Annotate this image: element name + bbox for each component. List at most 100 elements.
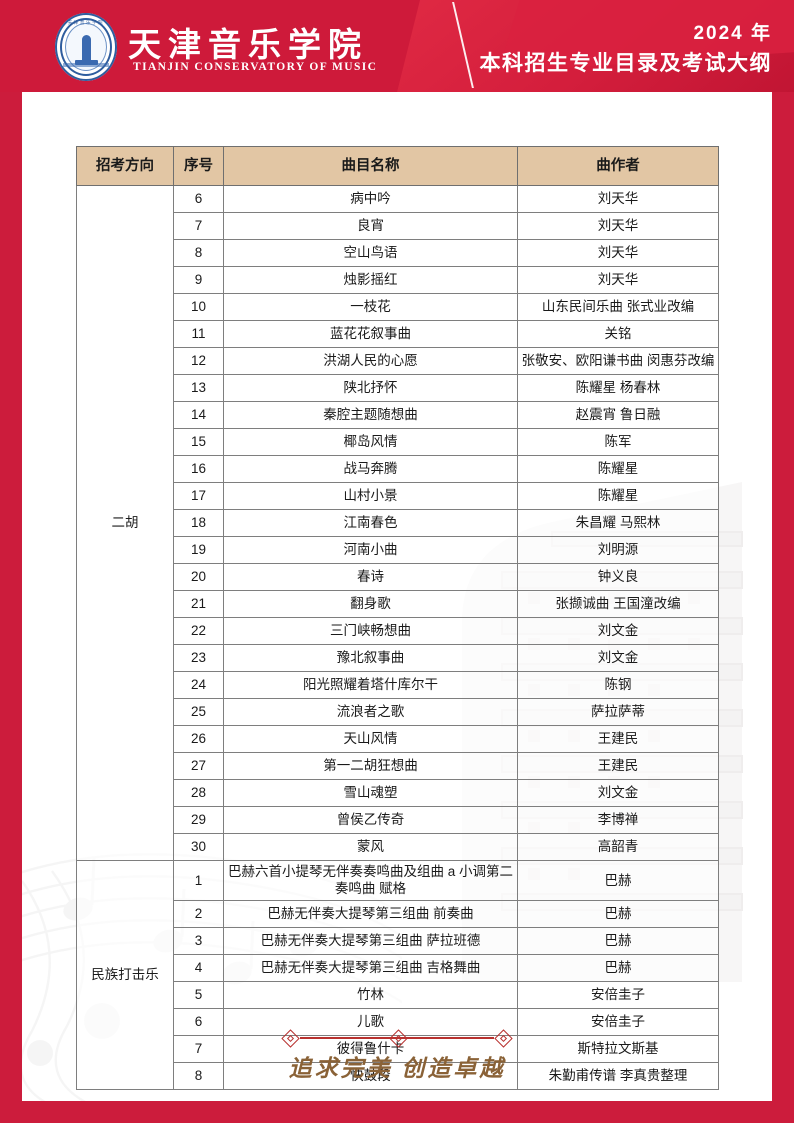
cell-number: 12 [173, 347, 224, 375]
cell-number: 11 [173, 320, 224, 348]
table-row: 12 洪湖人民的心愿 张敬安、欧阳谦书曲 闵惠芬改编 [77, 347, 719, 375]
table-row: 20 春诗 钟义良 [77, 563, 719, 591]
cell-number: 6 [173, 1007, 224, 1036]
table-row: 10 一枝花 山东民间乐曲 张式业改编 [77, 293, 719, 321]
table-row: 18 江南春色 朱昌耀 马熙林 [77, 509, 719, 537]
cell-title: 流浪者之歌 [223, 698, 518, 726]
table-header: 招考方向 序号 曲目名称 曲作者 [76, 146, 719, 186]
column-header-composer: 曲作者 [517, 146, 719, 186]
table-row: 16 战马奔腾 陈耀星 [77, 455, 719, 483]
seal-band [63, 63, 109, 67]
cell-title: 巴赫无伴奏大提琴第三组曲 前奏曲 [223, 899, 518, 928]
cell-composer: 王建民 [517, 725, 719, 753]
cell-number: 23 [173, 644, 224, 672]
cell-title: 曾侯乙传奇 [223, 806, 518, 834]
table-row: 17 山村小景 陈耀星 [77, 482, 719, 510]
cell-composer: 刘文金 [517, 779, 719, 807]
cell-composer: 萨拉萨蒂 [517, 698, 719, 726]
cell-composer: 朱勤甫传谱 李真贵整理 [517, 1061, 719, 1090]
cell-title: 天山风情 [223, 725, 518, 753]
cell-composer: 李博禅 [517, 806, 719, 834]
cell-composer: 高韶青 [517, 833, 719, 861]
cell-composer: 刘天华 [517, 266, 719, 294]
column-header-direction: 招考方向 [76, 146, 174, 186]
table-row: 24 阳光照耀着塔什库尔干 陈钢 [77, 671, 719, 699]
cell-title: 良宵 [223, 212, 518, 240]
cell-title: 竹林 [223, 980, 518, 1009]
cell-composer: 安倍圭子 [517, 980, 719, 1009]
school-seal-icon: 天津音乐学院 [55, 13, 117, 81]
document-subtitle: 本科招生专业目录及考试大纲 [479, 52, 772, 75]
cell-title: 战马奔腾 [223, 455, 518, 483]
divider-diamond-right [494, 1029, 513, 1048]
cell-title: 巴赫六首小提琴无伴奏奏鸣曲及组曲 a 小调第二奏鸣曲 赋格 [223, 860, 518, 901]
column-header-number: 序号 [173, 146, 224, 186]
cell-number: 22 [173, 617, 224, 645]
cell-composer: 山东民间乐曲 张式业改编 [517, 293, 719, 321]
cell-title: 一枝花 [223, 293, 518, 321]
school-name-en: TIANJIN CONSERVATORY OF MUSIC [133, 61, 378, 73]
table-row: 3 巴赫无伴奏大提琴第三组曲 萨拉班德 巴赫 [77, 926, 719, 955]
table-row: 二胡 6 病中吟 刘天华 [76, 185, 719, 861]
cell-composer: 刘天华 [517, 185, 719, 213]
cell-composer: 刘文金 [517, 617, 719, 645]
table-row: 30 蒙风 高韶青 [77, 833, 719, 861]
divider-diamond-left [281, 1029, 300, 1048]
table-row: 民族打击乐 1 巴赫六首小提琴无伴奏奏鸣曲及组曲 a 小调第二奏鸣曲 赋格 巴赫 [76, 860, 719, 1090]
cell-composer: 陈耀星 [517, 482, 719, 510]
cell-title: 洪湖人民的心愿 [223, 347, 518, 375]
cell-title: 巴赫无伴奏大提琴第三组曲 吉格舞曲 [223, 953, 518, 982]
cell-title: 河南小曲 [223, 536, 518, 564]
cell-title: 第一二胡狂想曲 [223, 752, 518, 780]
cell-composer: 赵震宵 鲁日融 [517, 401, 719, 429]
cell-number: 2 [173, 899, 224, 928]
cell-number: 29 [173, 806, 224, 834]
cell-title: 椰岛风情 [223, 428, 518, 456]
cell-composer: 巴赫 [517, 899, 719, 928]
table-row: 8 快鼓段 朱勤甫传谱 李真贵整理 [77, 1061, 719, 1090]
document-year: 2024 年 [693, 23, 772, 44]
cell-number: 14 [173, 401, 224, 429]
cell-title: 蒙风 [223, 833, 518, 861]
cell-number: 19 [173, 536, 224, 564]
divider-diamond-center [388, 1029, 408, 1048]
cell-number: 1 [173, 860, 224, 901]
table-row: 28 雪山魂塑 刘文金 [77, 779, 719, 807]
school-name-cn: 天津音乐学院 [128, 28, 368, 64]
diamond-divider-icon [281, 1029, 513, 1048]
table-row: 22 三门峡畅想曲 刘文金 [77, 617, 719, 645]
table-row: 11 蓝花花叙事曲 关铭 [77, 320, 719, 348]
cell-title: 秦腔主题随想曲 [223, 401, 518, 429]
cell-composer: 安倍圭子 [517, 1007, 719, 1036]
cell-number: 20 [173, 563, 224, 591]
cell-number: 18 [173, 509, 224, 537]
cell-title: 蓝花花叙事曲 [223, 320, 518, 348]
cell-composer: 张敬安、欧阳谦书曲 闵惠芬改编 [517, 347, 719, 375]
table-row: 14 秦腔主题随想曲 赵震宵 鲁日融 [77, 401, 719, 429]
cell-title: 病中吟 [223, 185, 518, 213]
cell-number: 5 [173, 980, 224, 1009]
cell-title: 陕北抒怀 [223, 374, 518, 402]
cell-number: 27 [173, 752, 224, 780]
table-row: 27 第一二胡狂想曲 王建民 [77, 752, 719, 780]
table-row: 9 烛影摇红 刘天华 [77, 266, 719, 294]
footer-slogan: 追求完美 创造卓越 [288, 1056, 506, 1081]
cell-composer: 刘文金 [517, 644, 719, 672]
cell-composer: 巴赫 [517, 860, 719, 901]
cell-composer: 关铭 [517, 320, 719, 348]
column-header-title: 曲目名称 [223, 146, 518, 186]
cell-composer: 张撷诚曲 王国潼改编 [517, 590, 719, 618]
cell-composer: 陈耀星 杨春林 [517, 374, 719, 402]
seal-tower-glyph [74, 35, 98, 65]
cell-number: 3 [173, 926, 224, 955]
cell-composer: 陈钢 [517, 671, 719, 699]
cell-number: 6 [173, 185, 224, 213]
cell-number: 10 [173, 293, 224, 321]
table-row: 15 椰岛风情 陈军 [77, 428, 719, 456]
cell-title: 春诗 [223, 563, 518, 591]
page-content-area: 招考方向 序号 曲目名称 曲作者 二胡 6 病中吟 刘天华 7 良宵 刘天华 8 空山鸟语 刘天华… [22, 92, 772, 1101]
cell-number: 9 [173, 266, 224, 294]
cell-title: 三门峡畅想曲 [223, 617, 518, 645]
cell-composer: 刘天华 [517, 212, 719, 240]
